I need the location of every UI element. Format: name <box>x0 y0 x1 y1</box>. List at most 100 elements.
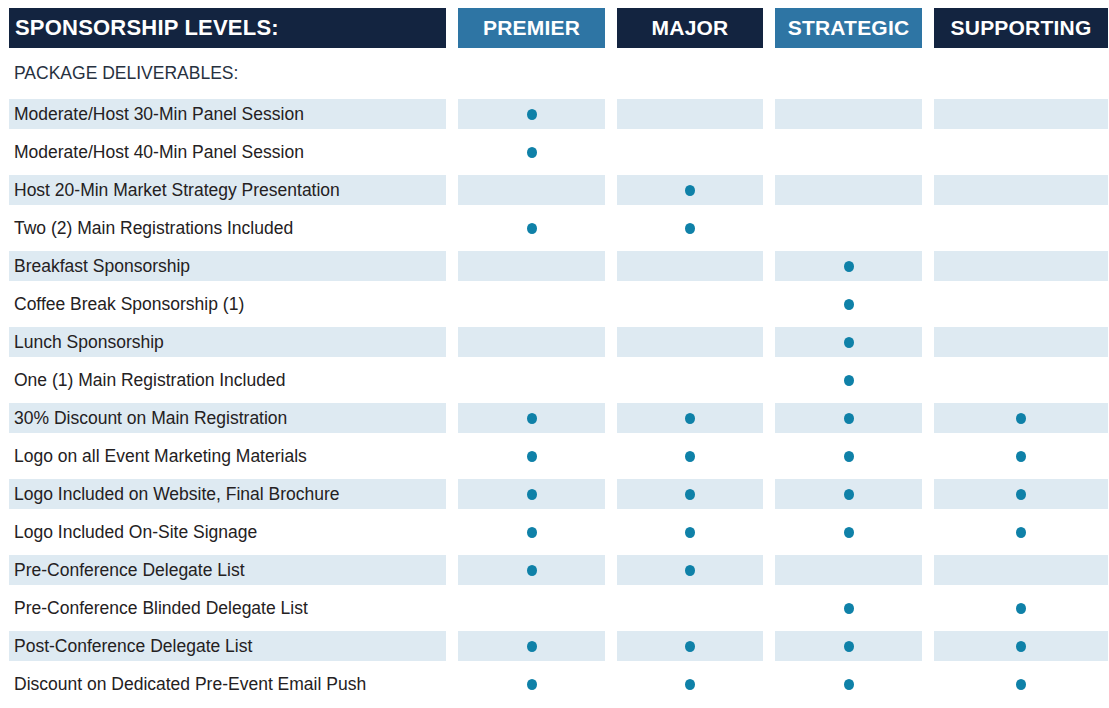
premier-cell <box>458 631 605 661</box>
strategic-cell <box>775 555 922 585</box>
included-bullet-icon <box>527 489 537 500</box>
premier-cell <box>458 479 605 509</box>
premier-cell <box>458 555 605 585</box>
included-bullet-icon <box>844 641 854 652</box>
supporting-cell <box>934 593 1108 623</box>
major-cell <box>617 365 763 395</box>
included-bullet-icon <box>527 679 537 690</box>
included-bullet-icon <box>685 527 695 538</box>
section-label: PACKAGE DELIVERABLES: <box>0 48 1109 99</box>
included-bullet-icon <box>844 451 854 462</box>
strategic-cell <box>775 365 922 395</box>
included-bullet-icon <box>1016 451 1026 462</box>
supporting-cell <box>934 441 1108 471</box>
major-cell <box>617 403 763 433</box>
row-label: Breakfast Sponsorship <box>9 251 446 281</box>
premier-cell <box>458 517 605 547</box>
premier-cell <box>458 441 605 471</box>
strategic-cell <box>775 517 922 547</box>
premier-cell <box>458 99 605 129</box>
row-label: Discount on Dedicated Pre-Event Email Pu… <box>9 669 446 699</box>
strategic-cell <box>775 251 922 281</box>
major-cell <box>617 479 763 509</box>
premier-cell <box>458 137 605 167</box>
table-row: Logo Included On-Site Signage <box>9 517 1109 547</box>
supporting-cell <box>934 631 1108 661</box>
major-cell <box>617 137 763 167</box>
table-row: Breakfast Sponsorship <box>9 251 1109 281</box>
included-bullet-icon <box>685 679 695 690</box>
included-bullet-icon <box>844 603 854 614</box>
included-bullet-icon <box>1016 641 1026 652</box>
table-row: Discount on Dedicated Pre-Event Email Pu… <box>9 669 1109 699</box>
major-cell <box>617 175 763 205</box>
table-title: SPONSORSHIP LEVELS: <box>9 8 446 48</box>
table-row: 30% Discount on Main Registration <box>9 403 1109 433</box>
included-bullet-icon <box>844 489 854 500</box>
row-label: Logo Included on Website, Final Brochure <box>9 479 446 509</box>
major-cell <box>617 631 763 661</box>
included-bullet-icon <box>685 451 695 462</box>
row-label: Coffee Break Sponsorship (1) <box>9 289 446 319</box>
sponsorship-levels-table: SPONSORSHIP LEVELS: PREMIER MAJOR STRATE… <box>0 8 1109 699</box>
included-bullet-icon <box>844 679 854 690</box>
included-bullet-icon <box>527 641 537 652</box>
strategic-cell <box>775 593 922 623</box>
included-bullet-icon <box>1016 527 1026 538</box>
major-cell <box>617 251 763 281</box>
included-bullet-icon <box>1016 603 1026 614</box>
table-row: Moderate/Host 30-Min Panel Session <box>9 99 1109 129</box>
strategic-cell <box>775 175 922 205</box>
strategic-cell <box>775 479 922 509</box>
included-bullet-icon <box>844 299 854 310</box>
included-bullet-icon <box>844 375 854 386</box>
major-cell <box>617 213 763 243</box>
included-bullet-icon <box>527 147 537 158</box>
premier-cell <box>458 669 605 699</box>
supporting-cell <box>934 251 1108 281</box>
premier-cell <box>458 251 605 281</box>
supporting-cell <box>934 99 1108 129</box>
premier-cell <box>458 403 605 433</box>
table-row: Pre-Conference Delegate List <box>9 555 1109 585</box>
strategic-cell <box>775 99 922 129</box>
included-bullet-icon <box>844 337 854 348</box>
column-header-major: MAJOR <box>617 8 763 48</box>
included-bullet-icon <box>685 223 695 234</box>
supporting-cell <box>934 669 1108 699</box>
row-label: Two (2) Main Registrations Included <box>9 213 446 243</box>
strategic-cell <box>775 289 922 319</box>
included-bullet-icon <box>527 451 537 462</box>
supporting-cell <box>934 289 1108 319</box>
table-row: Host 20-Min Market Strategy Presentation <box>9 175 1109 205</box>
table-row: Moderate/Host 40-Min Panel Session <box>9 137 1109 167</box>
supporting-cell <box>934 137 1108 167</box>
row-label: Lunch Sponsorship <box>9 327 446 357</box>
premier-cell <box>458 327 605 357</box>
strategic-cell <box>775 441 922 471</box>
major-cell <box>617 555 763 585</box>
strategic-cell <box>775 327 922 357</box>
major-cell <box>617 327 763 357</box>
premier-cell <box>458 175 605 205</box>
strategic-cell <box>775 137 922 167</box>
supporting-cell <box>934 403 1108 433</box>
included-bullet-icon <box>685 565 695 576</box>
table-row: Post-Conference Delegate List <box>9 631 1109 661</box>
premier-cell <box>458 289 605 319</box>
included-bullet-icon <box>844 527 854 538</box>
table-body: Moderate/Host 30-Min Panel Session Modera… <box>9 99 1109 699</box>
premier-cell <box>458 213 605 243</box>
row-label: Pre-Conference Blinded Delegate List <box>9 593 446 623</box>
included-bullet-icon <box>527 527 537 538</box>
supporting-cell <box>934 555 1108 585</box>
included-bullet-icon <box>685 413 695 424</box>
row-label: Logo Included On-Site Signage <box>9 517 446 547</box>
supporting-cell <box>934 175 1108 205</box>
included-bullet-icon <box>527 565 537 576</box>
table-row: Two (2) Main Registrations Included <box>9 213 1109 243</box>
supporting-cell <box>934 327 1108 357</box>
table-row: One (1) Main Registration Included <box>9 365 1109 395</box>
included-bullet-icon <box>527 109 537 120</box>
major-cell <box>617 289 763 319</box>
